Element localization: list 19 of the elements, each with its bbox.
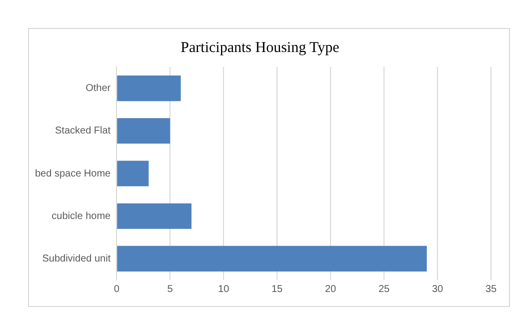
bar: [117, 118, 170, 144]
bar: [117, 76, 181, 102]
y-tick-label: bed space Home: [34, 168, 112, 180]
y-tick-label: Stacked Flat: [55, 126, 111, 137]
x-tick-label: 20: [324, 284, 337, 295]
bar: [117, 203, 192, 229]
x-tick-label: 30: [432, 284, 444, 295]
x-tick-label: 35: [485, 284, 497, 295]
y-tick-label: cubicle home: [52, 210, 112, 222]
chart-title: Participants Housing Type: [180, 40, 340, 56]
y-tick-label: Subdivided unit: [42, 253, 111, 264]
x-tick-label: 25: [378, 284, 390, 295]
x-tick-label: 0: [114, 284, 120, 295]
bar: [117, 160, 149, 186]
y-tick-label: Other: [86, 83, 112, 94]
x-tick-label: 10: [218, 284, 230, 295]
bar: [117, 246, 427, 272]
x-tick-label: 15: [271, 284, 284, 295]
x-tick-label: 5: [167, 284, 174, 295]
